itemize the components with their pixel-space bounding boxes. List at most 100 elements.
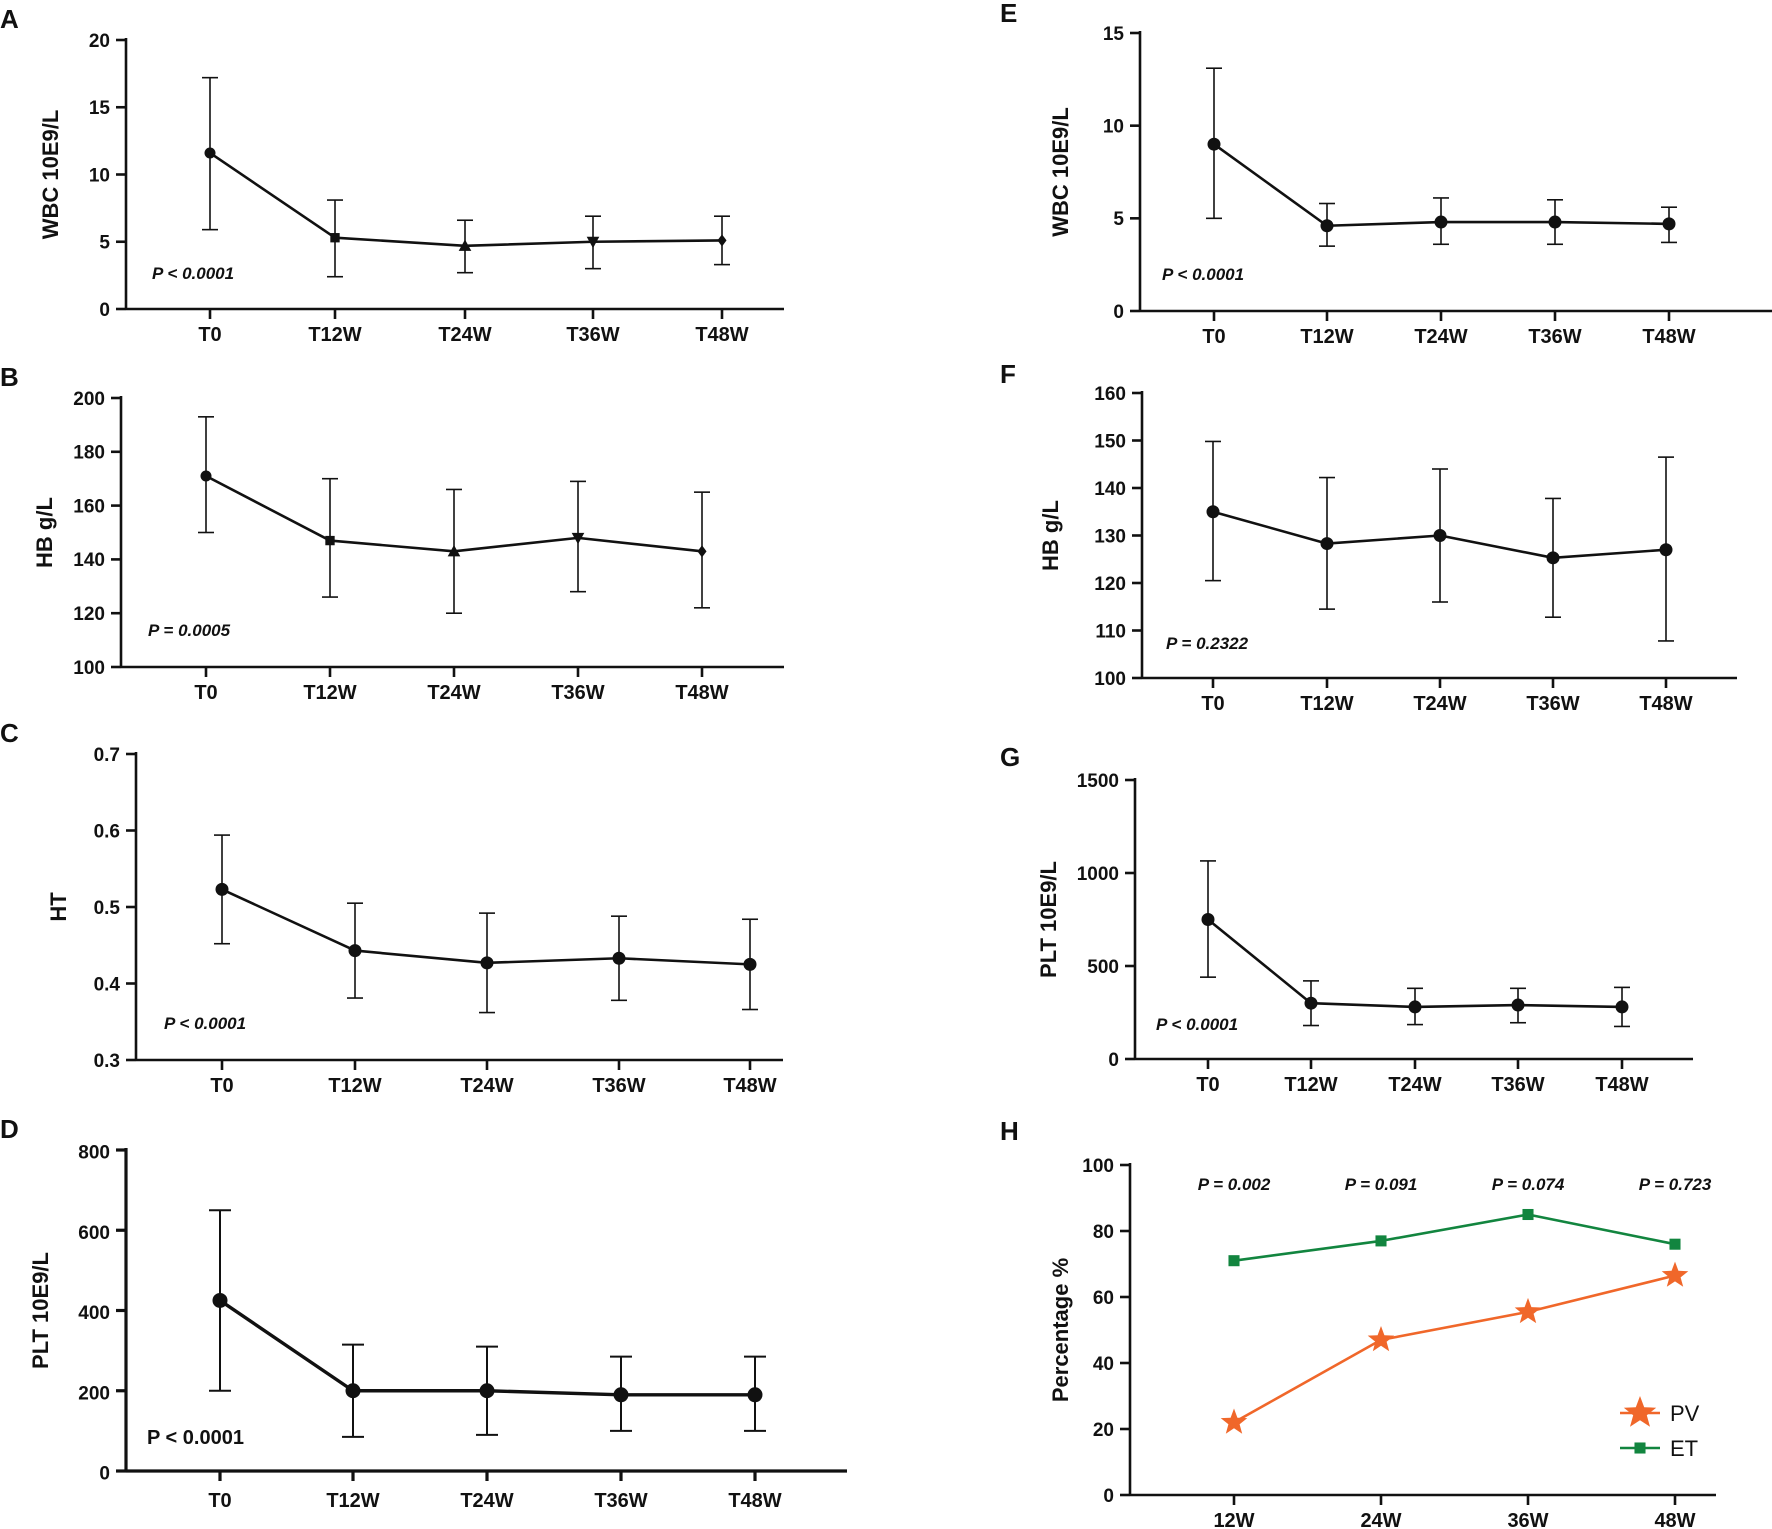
y-tick-label: 40 xyxy=(1093,1354,1114,1375)
data-point xyxy=(747,1387,763,1403)
y-axis-title: HB g/L xyxy=(1038,500,1063,571)
p-value-annotation: P = 0.091 xyxy=(1345,1175,1418,1194)
data-point xyxy=(479,1383,495,1399)
y-tick-label: 20 xyxy=(1093,1420,1114,1441)
series-line xyxy=(1233,1274,1676,1424)
x-tick-label: T0 xyxy=(198,324,221,346)
series-wbc xyxy=(202,76,730,278)
p-value-annotation: P = 0.2322 xyxy=(1166,634,1249,653)
x-tick-label: T24W xyxy=(1413,693,1466,715)
series-pv xyxy=(1220,1261,1689,1434)
y-axis-title: Percentage % xyxy=(1048,1258,1073,1402)
y-axis-title: HB g/L xyxy=(32,497,57,568)
y-tick-label: 600 xyxy=(78,1223,110,1244)
data-point xyxy=(1206,505,1220,519)
series-plt xyxy=(209,1209,766,1438)
x-tick-label: T12W xyxy=(328,1075,381,1097)
data-point xyxy=(215,882,229,896)
data-point xyxy=(458,239,472,251)
panel-letter: F xyxy=(1000,359,1016,389)
x-tick-label: T12W xyxy=(308,324,361,346)
data-point xyxy=(1615,1000,1629,1014)
y-axis-title: HT xyxy=(46,892,71,922)
data-point xyxy=(1201,913,1215,926)
data-point xyxy=(586,236,600,249)
p-value-annotation: P = 0.0005 xyxy=(148,621,231,640)
x-tick-label: T36W xyxy=(566,324,619,346)
x-tick-label: T24W xyxy=(427,682,480,704)
x-tick-label: T0 xyxy=(210,1075,233,1097)
data-point xyxy=(204,147,216,159)
y-tick-label: 400 xyxy=(78,1303,110,1324)
data-point xyxy=(330,233,340,243)
panel-letter: B xyxy=(0,362,19,392)
legend-label: PV xyxy=(1670,1401,1700,1426)
y-tick-label: 0 xyxy=(1108,1050,1119,1071)
data-point xyxy=(1659,543,1673,557)
y-tick-label: 15 xyxy=(1103,24,1125,45)
x-tick-label: T24W xyxy=(460,1075,513,1097)
data-point xyxy=(571,532,585,545)
x-tick-label: T48W xyxy=(675,682,728,704)
y-tick-label: 140 xyxy=(1094,479,1126,500)
data-point xyxy=(200,470,212,482)
data-point xyxy=(1220,1408,1248,1434)
panel-h: H 0 20 40 60 80 100 12W 24W 36W 48W Percentage % P =… xyxy=(1000,1116,1716,1529)
y-tick-label: 180 xyxy=(73,443,105,464)
data-point xyxy=(325,535,335,546)
x-tick-label: 48W xyxy=(1654,1510,1695,1529)
x-tick-label: 36W xyxy=(1507,1510,1548,1529)
x-tick-label: T36W xyxy=(1528,326,1581,348)
data-point xyxy=(212,1292,228,1308)
y-tick-label: 0.4 xyxy=(94,974,121,995)
legend-marker-pv xyxy=(1623,1396,1657,1427)
data-point xyxy=(1375,1235,1387,1247)
y-tick-label: 500 xyxy=(1087,957,1119,978)
data-point xyxy=(613,1387,629,1403)
y-tick-label: 160 xyxy=(1094,384,1126,405)
y-tick-label: 0 xyxy=(99,1464,110,1485)
series-hb xyxy=(1205,440,1674,642)
data-point xyxy=(1367,1326,1395,1352)
y-tick-label: 0 xyxy=(99,300,110,321)
p-value-annotation: P < 0.0001 xyxy=(1156,1015,1238,1034)
y-tick-label: 10 xyxy=(89,165,110,186)
series-line xyxy=(221,888,751,966)
data-point xyxy=(447,545,461,557)
y-tick-label: 0.6 xyxy=(94,821,120,842)
y-axis-title: PLT 10E9/L xyxy=(28,1252,53,1369)
x-tick-label: T12W xyxy=(1300,326,1353,348)
x-tick-label: T0 xyxy=(194,682,217,704)
panel-letter: G xyxy=(1000,742,1020,772)
y-tick-label: 120 xyxy=(73,604,105,625)
y-tick-label: 160 xyxy=(73,496,105,517)
x-tick-label: T48W xyxy=(1595,1074,1648,1096)
data-point xyxy=(1207,137,1221,151)
x-tick-label: T24W xyxy=(1414,326,1467,348)
x-tick-label: T36W xyxy=(594,1490,647,1512)
series-wbc xyxy=(1206,67,1677,247)
data-point xyxy=(1228,1255,1240,1267)
y-tick-label: 0.5 xyxy=(94,898,121,919)
y-tick-label: 0 xyxy=(1113,302,1124,323)
data-point xyxy=(697,545,707,558)
data-point xyxy=(1522,1208,1534,1221)
x-tick-label: T48W xyxy=(1639,693,1692,715)
data-point xyxy=(1514,1297,1542,1324)
data-point xyxy=(1548,215,1562,229)
data-point xyxy=(1669,1238,1681,1250)
y-tick-label: 5 xyxy=(99,233,110,254)
x-tick-label: T0 xyxy=(1196,1074,1219,1096)
y-tick-label: 15 xyxy=(89,98,111,119)
x-tick-label: T48W xyxy=(728,1490,781,1512)
x-tick-label: T0 xyxy=(1201,693,1224,715)
series-ht xyxy=(214,834,758,1014)
y-tick-label: 100 xyxy=(1082,1156,1114,1177)
y-axis-title: PLT 10E9/L xyxy=(1036,861,1061,978)
p-value-annotation: P < 0.0001 xyxy=(164,1014,246,1033)
data-point xyxy=(1304,996,1318,1010)
data-point xyxy=(480,956,494,970)
x-tick-label: T36W xyxy=(1526,693,1579,715)
p-value-annotation: P = 0.002 xyxy=(1198,1175,1271,1194)
x-tick-label: T12W xyxy=(326,1490,379,1512)
